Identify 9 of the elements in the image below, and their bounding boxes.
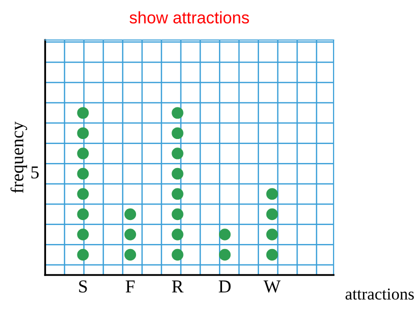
x-tick-label: W [264, 280, 281, 293]
x-tick-label: D [218, 280, 231, 292]
y-axis-title: frequency [10, 121, 28, 194]
x-tick-label: F [126, 280, 135, 292]
x-tick-label: S [79, 280, 87, 293]
x-axis-title: attractions [346, 288, 414, 300]
x-tick-label: R [172, 280, 184, 292]
chart-title: show attractions [130, 11, 249, 24]
text: 5 [31, 166, 39, 178]
